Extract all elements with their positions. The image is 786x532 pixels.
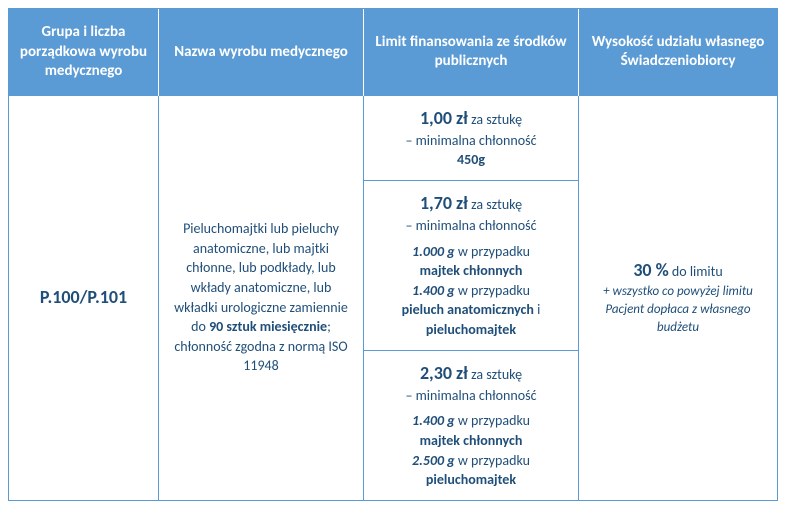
limit-detail: 2.500 g w przypadku pieluchomajtek	[412, 451, 530, 490]
limit-row-3: 2,30 zł za sztukę – minimalna chłonność …	[364, 351, 578, 500]
limit-detail: 1.400 g w przypadku majtek chłonnych	[412, 411, 530, 450]
limit-price-line: 1,00 zł za sztukę	[420, 106, 522, 131]
header-share: Wysokość udziału własnego Świadczeniobio…	[579, 9, 777, 96]
pricing-table: Grupa i liczba porządkowa wyrobu medyczn…	[8, 8, 778, 501]
share-main: 30 % do limitu	[633, 258, 722, 283]
cell-limits: 1,00 zł za sztukę – minimalna chłonność …	[364, 96, 579, 500]
table-body-row: P.100/P.101 Pieluchomajtki lub pieluchy …	[9, 96, 777, 500]
limit-weight: 450g	[457, 150, 485, 170]
limit-row-1: 1,00 zł za sztukę – minimalna chłonność …	[364, 96, 578, 181]
limit-price-line: 2,30 zł za sztukę	[420, 361, 522, 386]
limit-row-2: 1,70 zł za sztukę – minimalna chłonność …	[364, 181, 578, 351]
limit-note: – minimalna chłonność	[405, 216, 536, 236]
product-code: P.100/P.101	[40, 285, 127, 310]
header-limit: Limit finansowania ze środków publicznyc…	[364, 9, 579, 96]
limit-note: – minimalna chłonność	[405, 131, 536, 151]
cell-share: 30 % do limitu + wszystko co powyżej lim…	[579, 96, 777, 500]
header-product: Nazwa wyrobu medycznego	[159, 9, 364, 96]
limit-detail: 1.400 g w przypadku pieluch anatomicznyc…	[402, 281, 541, 340]
share-note: + wszystko co powyżej limitu Pacjent dop…	[589, 283, 767, 338]
limit-detail: 1.000 g w przypadku majtek chłonnych	[412, 242, 530, 281]
limit-note: – minimalna chłonność	[405, 386, 536, 406]
header-group: Grupa i liczba porządkowa wyrobu medyczn…	[9, 9, 159, 96]
cell-code: P.100/P.101	[9, 96, 159, 500]
product-description: Pieluchomajtki lub pieluchy anatomiczne,…	[169, 219, 353, 376]
cell-product: Pieluchomajtki lub pieluchy anatomiczne,…	[159, 96, 364, 500]
table-header-row: Grupa i liczba porządkowa wyrobu medyczn…	[9, 9, 777, 96]
limit-price-line: 1,70 zł za sztukę	[420, 191, 522, 216]
